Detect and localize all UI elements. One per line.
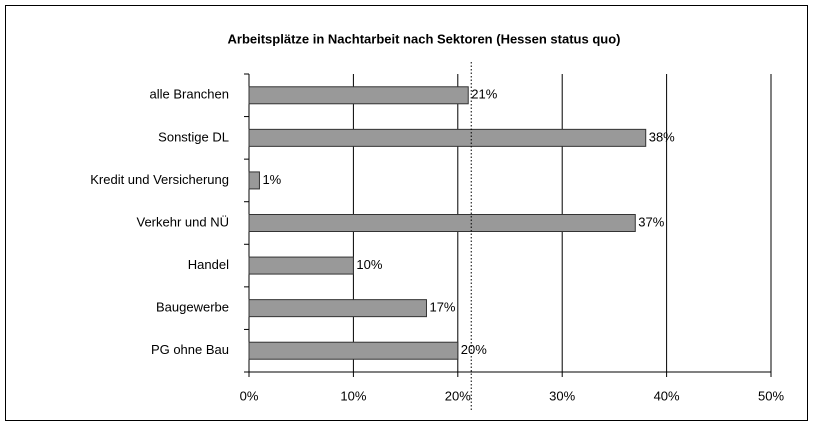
x-tick-label: 10%: [340, 388, 366, 403]
bar: [248, 128, 647, 147]
data-label: 20%: [461, 342, 487, 357]
bar: [248, 214, 636, 232]
data-label: 17%: [429, 300, 455, 315]
data-label: 37%: [638, 214, 664, 229]
x-tick-label: 20%: [445, 388, 471, 403]
y-tick-label: Handel: [188, 257, 229, 272]
y-tick-label: Verkehr und NÜ: [137, 214, 230, 229]
y-tick-label: PG ohne Bau: [151, 342, 229, 357]
data-label: 21%: [471, 87, 497, 102]
x-tick-label: 30%: [549, 388, 575, 403]
bar: [248, 171, 260, 190]
bar: [248, 341, 459, 360]
bar: [248, 256, 354, 275]
data-label: 38%: [649, 129, 675, 144]
x-tick-label: 50%: [758, 388, 784, 403]
y-tick-label: Kredit und Versicherung: [90, 172, 229, 187]
chart-title: Arbeitsplätze in Nachtarbeit nach Sektor…: [228, 31, 621, 46]
y-tick-label: Sonstige DL: [158, 129, 229, 144]
data-label: 1%: [262, 172, 281, 187]
y-tick-label: Baugewerbe: [156, 300, 229, 315]
bar: [248, 86, 469, 105]
bar: [248, 299, 427, 318]
x-tick-label: 40%: [654, 388, 680, 403]
y-tick-label: alle Branchen: [150, 87, 230, 102]
data-label: 10%: [356, 257, 382, 272]
x-tick-label: 0%: [240, 388, 259, 403]
